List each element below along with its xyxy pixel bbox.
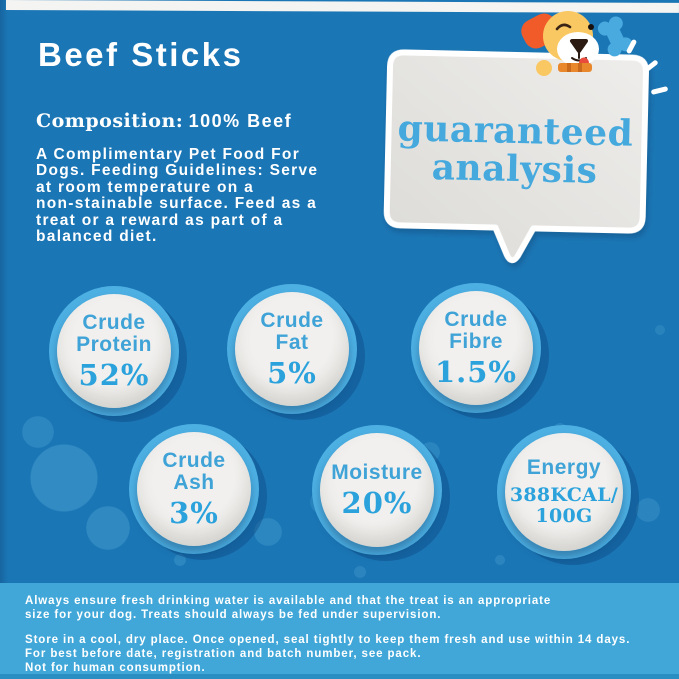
badge-crude-ash: Crude Ash 3%	[129, 424, 259, 554]
badge-value: 388KCAL/ 100G	[509, 484, 619, 527]
badge-crude-fat: Crude Fat 5%	[227, 284, 357, 414]
badge-value: 52%	[78, 357, 150, 392]
badge-label: Moisture	[331, 460, 423, 484]
badge-value: 5%	[267, 355, 317, 390]
guaranteed-analysis-heading: guaranteed analysis	[397, 107, 634, 192]
emphasis-dash-icon	[650, 86, 669, 95]
badge-label: Crude Ash	[162, 448, 226, 494]
badge-crude-protein: Crude Protein 52%	[49, 286, 179, 416]
footer-paragraph-supervision: Always ensure fresh drinking water is av…	[25, 595, 552, 621]
badge-moisture: Moisture 20%	[312, 425, 442, 555]
badge-energy: Energy 388KCAL/ 100G	[497, 425, 631, 559]
composition-value: 100% Beef	[188, 111, 293, 131]
feeding-guidelines-text: A Complimentary Pet Food For Dogs. Feedi…	[36, 146, 319, 246]
badge-label: Crude Fibre	[444, 307, 508, 353]
footer-band: Always ensure fresh drinking water is av…	[0, 583, 679, 679]
badge-label: Crude Fat	[260, 308, 324, 354]
product-title: Beef Sticks	[38, 36, 244, 73]
composition-line: Composition: 100% Beef	[36, 110, 292, 133]
badge-value: 1.5%	[434, 354, 517, 389]
badge-value: 3%	[169, 495, 219, 530]
badge-value: 20%	[341, 485, 413, 520]
dog-mascot-icon	[521, 11, 633, 76]
footer-paragraph-storage: Store in a cool, dry place. Once opened,…	[25, 634, 631, 674]
badge-crude-fibre: Crude Fibre 1.5%	[411, 283, 541, 413]
badge-label: Energy	[526, 456, 602, 479]
composition-label: Composition:	[36, 110, 184, 132]
bone-icon	[597, 16, 633, 57]
badge-label: Crude Protein	[76, 310, 152, 356]
